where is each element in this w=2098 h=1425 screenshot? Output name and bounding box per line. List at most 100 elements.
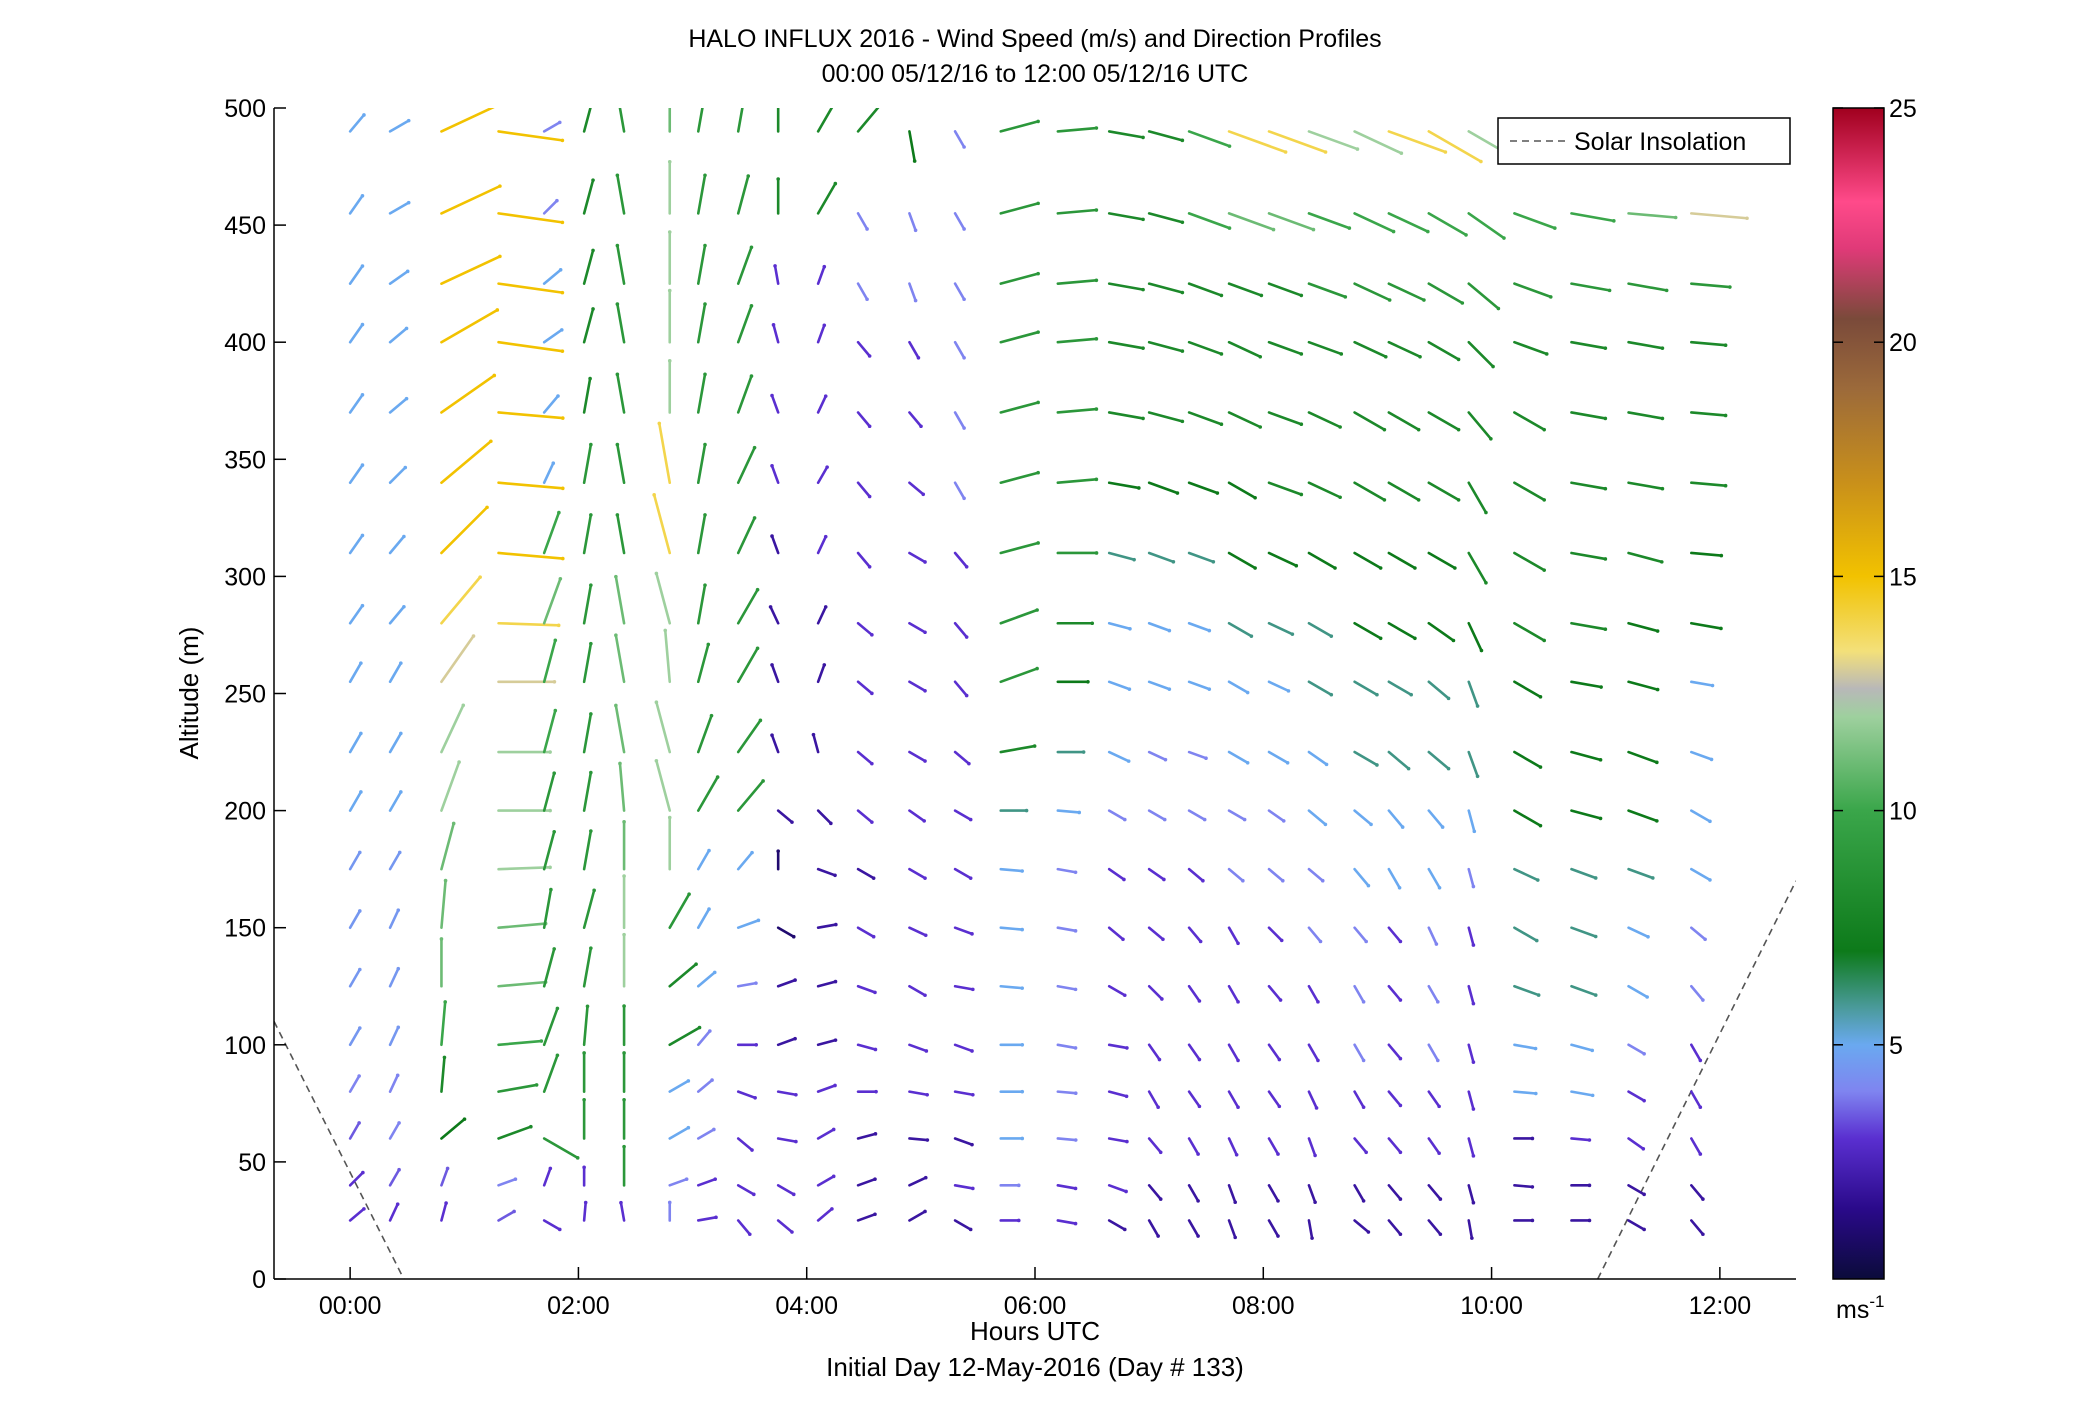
wind-vector-head xyxy=(582,1097,586,1102)
wind-vector-head xyxy=(591,248,595,253)
wind-vector-head xyxy=(1204,756,1208,761)
wind-vector xyxy=(440,439,493,485)
wind-vector-head xyxy=(712,970,717,975)
wind-vector-head xyxy=(615,442,620,447)
wind-vector xyxy=(953,212,966,231)
wind-vector xyxy=(1513,809,1542,827)
wind-vector-head xyxy=(461,703,466,708)
wind-vector xyxy=(696,907,711,930)
wind-vector xyxy=(440,703,465,754)
wind-vector-head xyxy=(1128,627,1132,631)
wind-vector xyxy=(1107,621,1132,631)
wind-vector xyxy=(497,481,565,490)
wind-vector-head xyxy=(1094,208,1099,212)
wind-vector-head xyxy=(360,533,365,538)
wind-vector xyxy=(999,272,1040,285)
chart-title: HALO INFLUX 2016 - Wind Speed (m/s) and … xyxy=(688,25,1381,53)
wind-vector xyxy=(908,551,927,564)
wind-vector xyxy=(614,704,626,754)
wind-vector-head xyxy=(1329,692,1334,697)
wind-vector-head xyxy=(557,510,561,515)
wind-vector-head xyxy=(358,909,362,913)
wind-vector xyxy=(1690,551,1723,557)
wind-vector-head xyxy=(1311,227,1316,232)
wind-vector-head xyxy=(360,264,365,268)
wind-vector xyxy=(348,194,364,215)
wind-vector xyxy=(497,340,564,353)
wind-vector xyxy=(1147,926,1165,941)
wind-vector-head xyxy=(492,373,497,378)
wind-vector xyxy=(776,809,794,824)
wind-vector xyxy=(619,1201,626,1222)
wind-vector xyxy=(1627,750,1659,764)
wind-vector xyxy=(1107,926,1125,941)
wind-vector xyxy=(542,1007,559,1047)
wind-vector xyxy=(1513,1090,1538,1095)
wind-vector xyxy=(1513,621,1546,642)
wind-vector-head xyxy=(1698,1105,1703,1110)
wind-vector xyxy=(953,621,968,639)
wind-vector-head xyxy=(1158,1197,1163,1201)
wind-vector xyxy=(999,744,1036,754)
wind-vector xyxy=(1353,282,1391,302)
wind-vector xyxy=(1690,984,1705,1002)
wind-vector-head xyxy=(585,1004,590,1009)
wind-vector-head xyxy=(622,1004,626,1008)
wind-vector xyxy=(1267,130,1327,154)
wind-vector-head xyxy=(498,184,502,188)
wind-vector-head xyxy=(1364,1150,1368,1155)
wind-vector xyxy=(388,732,403,754)
wind-vector-head xyxy=(709,713,714,718)
wind-vector-head xyxy=(1035,666,1039,671)
wind-vector xyxy=(773,264,780,285)
wind-vector xyxy=(908,809,926,823)
wind-vector-head xyxy=(831,1127,836,1132)
wind-vector xyxy=(1627,809,1659,823)
wind-vector xyxy=(582,829,593,871)
wind-vector xyxy=(440,255,502,285)
wind-vector xyxy=(953,809,972,821)
wind-vector-head xyxy=(1655,629,1660,633)
wind-vector xyxy=(1267,809,1286,823)
wind-vector-head xyxy=(1471,943,1476,947)
wind-vector xyxy=(1307,984,1320,1004)
wind-vector xyxy=(1056,478,1098,485)
wind-vector-head xyxy=(754,1043,759,1047)
wind-vector xyxy=(1267,621,1294,636)
wind-vector-head xyxy=(362,113,366,117)
wind-vector xyxy=(1467,1219,1474,1240)
wind-vector-head xyxy=(921,492,926,497)
wind-vector-head xyxy=(1242,817,1247,822)
wind-vector-head xyxy=(790,1230,794,1234)
wind-vector xyxy=(582,771,593,812)
wind-vector xyxy=(1227,1219,1237,1239)
wind-vector-head xyxy=(1320,878,1325,883)
wind-vector-head xyxy=(1196,1234,1200,1238)
wind-vector-head xyxy=(652,493,656,497)
wind-vector-head xyxy=(1141,135,1145,140)
wind-vector xyxy=(908,680,927,693)
wind-vector-head xyxy=(1073,929,1078,933)
wind-vector xyxy=(1690,1090,1702,1109)
wind-vector-head xyxy=(776,177,780,181)
wind-vector-head xyxy=(1701,1197,1705,1201)
wind-vector-head xyxy=(615,372,620,377)
wind-vector-head xyxy=(1161,937,1165,942)
wind-vector xyxy=(1227,340,1262,359)
wind-vector-head xyxy=(822,264,827,269)
wind-vector xyxy=(1570,212,1616,223)
wind-vector xyxy=(1307,130,1359,151)
wind-vector xyxy=(1570,621,1607,631)
wind-vector xyxy=(736,108,744,133)
x-tick-label: 06:00 xyxy=(1004,1292,1067,1320)
wind-vector-head xyxy=(833,979,838,984)
wind-vector xyxy=(348,1207,366,1222)
wind-vector xyxy=(388,851,402,871)
wind-vector xyxy=(953,551,968,569)
wind-vector xyxy=(856,108,880,133)
wind-vector-head xyxy=(1534,938,1539,943)
wind-vector xyxy=(1387,212,1430,233)
wind-vector-head xyxy=(749,304,754,308)
wind-vector-head xyxy=(591,178,595,182)
wind-vector xyxy=(856,212,869,231)
